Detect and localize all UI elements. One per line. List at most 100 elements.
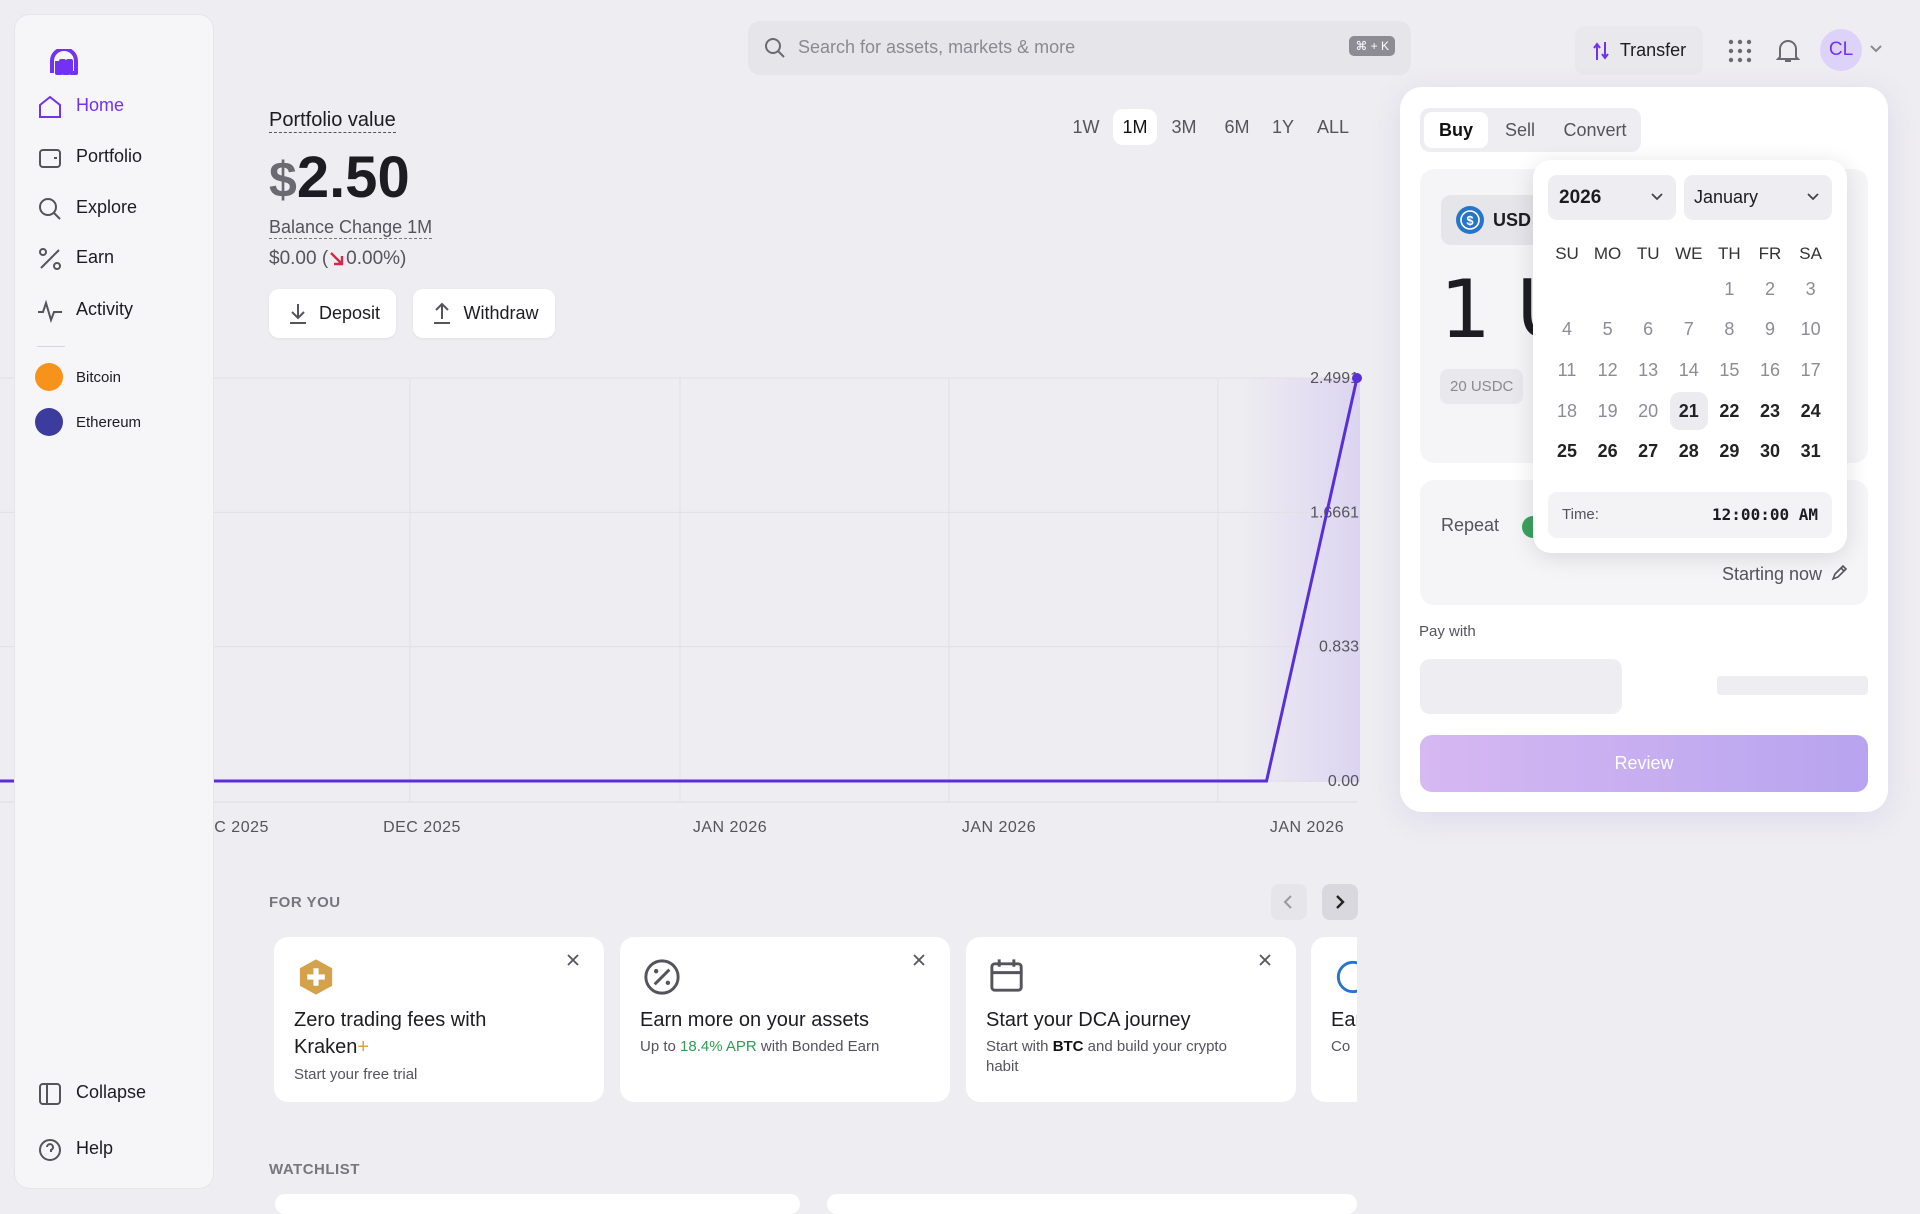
nav-item[interactable]: Help: [76, 1138, 114, 1158]
range-button[interactable]: 1W: [1072, 117, 1100, 137]
calendar-day[interactable]: 14: [1678, 359, 1699, 380]
calendar-day[interactable]: 1: [1724, 278, 1735, 299]
action-button[interactable]: Withdraw: [413, 289, 555, 338]
nav-item[interactable]: Earn: [76, 247, 115, 267]
asset-item[interactable]: Bitcoin: [76, 369, 122, 386]
calendar-day[interactable]: 21: [1669, 392, 1708, 431]
portfolio-label: Portfolio value: [269, 109, 396, 133]
year-select[interactable]: 2026: [1548, 175, 1676, 220]
calendar-day[interactable]: 27: [1638, 441, 1659, 462]
down-arrow: [330, 252, 344, 266]
transfer-button[interactable]: Transfer: [1575, 26, 1703, 75]
edit-icon[interactable]: [1830, 564, 1848, 582]
calendar-day[interactable]: 4: [1561, 319, 1572, 340]
apps-icon[interactable]: [1728, 39, 1752, 63]
calendar-day[interactable]: 2: [1764, 278, 1775, 299]
promo-card[interactable]: Ear Co: [1311, 937, 1357, 1102]
icon: [39, 198, 61, 220]
weekday: TU: [1636, 244, 1660, 263]
time-row[interactable]: Time: 12:00:00 AM: [1548, 492, 1832, 538]
promo-card[interactable]: Earn more on your assets Up to 18.4% APR …: [620, 937, 950, 1102]
calendar-day[interactable]: 6: [1643, 319, 1654, 340]
review-button[interactable]: Review: [1420, 735, 1868, 792]
range-button[interactable]: 1M: [1113, 109, 1157, 145]
subtitle-part: 18.4% APR: [680, 1038, 757, 1055]
calendar-day[interactable]: 30: [1759, 441, 1781, 462]
prev-button[interactable]: [1271, 884, 1307, 920]
action-label: Withdraw: [463, 303, 539, 323]
search-icon: [765, 38, 785, 58]
action-button[interactable]: Deposit: [269, 289, 396, 338]
close-icon[interactable]: [1256, 951, 1282, 977]
card-subtitle: Start with BTC and build your crypto hab…: [986, 1037, 1256, 1077]
calendar-day[interactable]: 7: [1683, 319, 1694, 340]
trade-tab[interactable]: Sell: [1504, 120, 1535, 140]
next-icon: [1336, 895, 1345, 909]
nav-item[interactable]: Collapse: [76, 1082, 147, 1102]
change: $0.00 (0.00%): [269, 248, 406, 270]
avatar[interactable]: CL: [1820, 29, 1862, 71]
calendar-day[interactable]: 5: [1602, 319, 1613, 340]
watchlist-card: [827, 1194, 1357, 1214]
calendar-day[interactable]: 31: [1800, 441, 1821, 462]
calendar-day[interactable]: 16: [1759, 359, 1781, 380]
nav-item[interactable]: Portfolio: [76, 146, 143, 166]
calendar-day[interactable]: 25: [1556, 441, 1578, 462]
close-icon[interactable]: [564, 951, 590, 977]
trade-tab[interactable]: Buy: [1424, 112, 1488, 148]
calendar-day[interactable]: 26: [1597, 441, 1618, 462]
calendar-day[interactable]: 24: [1800, 400, 1821, 421]
search-bar[interactable]: Search for assets, markets & more ⌘ + K: [748, 21, 1411, 75]
amount-chip[interactable]: 20 USDC: [1440, 369, 1524, 404]
calendar-day[interactable]: 13: [1638, 359, 1659, 380]
range-button[interactable]: 6M: [1224, 117, 1250, 137]
skeleton: [1420, 659, 1622, 714]
pay-with: Pay with: [1419, 623, 1476, 640]
calendar-day[interactable]: 23: [1759, 400, 1781, 421]
bell-icon[interactable]: [1776, 38, 1800, 64]
calendar-day[interactable]: 3: [1805, 278, 1816, 299]
svg-text:$: $: [1466, 213, 1474, 228]
calendar-day[interactable]: 11: [1557, 359, 1577, 380]
time-label: Time:: [1562, 506, 1599, 523]
change-amount: $0.00 (: [269, 248, 329, 269]
avatar-chevron[interactable]: [1869, 44, 1883, 54]
calendar-day[interactable]: 17: [1800, 359, 1821, 380]
icon: [299, 959, 333, 995]
calendar-day[interactable]: 15: [1719, 359, 1740, 380]
nav-item[interactable]: Home: [76, 95, 125, 115]
close-icon[interactable]: [910, 951, 936, 977]
calendar-day[interactable]: 19: [1597, 400, 1618, 421]
nav-item[interactable]: Explore: [76, 197, 138, 217]
card-subtitle: Up to 18.4% APR with Bonded Earn: [640, 1037, 910, 1057]
next-button[interactable]: [1322, 884, 1358, 920]
weekday: SA: [1799, 244, 1822, 263]
range-button[interactable]: 1Y: [1271, 117, 1295, 137]
calendar-day[interactable]: 10: [1800, 319, 1821, 340]
range-button[interactable]: ALL: [1316, 117, 1350, 137]
range-button[interactable]: 3M: [1171, 117, 1197, 137]
starting-now[interactable]: Starting now: [1721, 564, 1822, 584]
calendar-day[interactable]: 28: [1678, 441, 1699, 462]
calendar-day[interactable]: 9: [1764, 319, 1775, 340]
trade-tab[interactable]: Convert: [1563, 120, 1627, 140]
asset-item[interactable]: Ethereum: [76, 414, 142, 431]
calendar-day[interactable]: 29: [1719, 441, 1740, 462]
icon: [289, 303, 306, 324]
icon: [434, 302, 451, 324]
transfer-icon: [1593, 41, 1609, 60]
promo-card[interactable]: Start your DCA journey Start with BTC and…: [966, 937, 1296, 1102]
calendar-day[interactable]: 20: [1638, 400, 1659, 421]
calendar-day[interactable]: 18: [1556, 400, 1578, 421]
search-placeholder: Search for assets, markets & more: [798, 37, 1076, 57]
calendar-day[interactable]: 8: [1724, 319, 1735, 340]
promo-card[interactable]: Zero trading fees with Kraken+ Start your…: [274, 937, 604, 1102]
month-select[interactable]: January: [1684, 175, 1832, 220]
calendar-day[interactable]: 12: [1597, 359, 1618, 380]
nav-item[interactable]: Activity: [76, 299, 134, 319]
end-dot: [1352, 373, 1362, 383]
icon: [39, 1083, 61, 1105]
calendar-day[interactable]: 22: [1719, 400, 1740, 421]
